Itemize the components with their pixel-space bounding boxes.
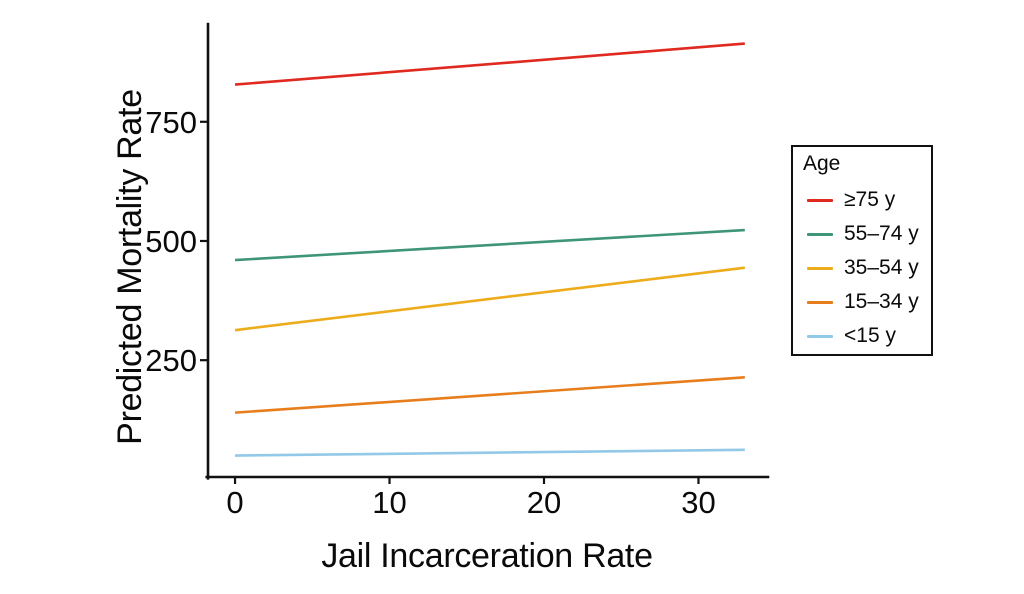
y-tick-label: 250 — [145, 343, 197, 378]
legend-item: <15 y — [793, 319, 931, 353]
y-tick-label: 750 — [145, 105, 197, 140]
legend-item: 55–74 y — [793, 217, 931, 251]
x-tick-label: 20 — [527, 485, 561, 520]
series-line--15-y — [235, 448, 745, 457]
x-tick-label: 30 — [681, 485, 715, 520]
x-tick-label: 0 — [226, 485, 243, 520]
legend-label: 35–54 y — [844, 256, 919, 279]
legend-item: 15–34 y — [793, 285, 931, 319]
legend-label: 55–74 y — [844, 222, 919, 245]
legend-line-swatch-icon — [807, 300, 833, 304]
legend-line-swatch-icon — [807, 198, 833, 202]
legend-rows: ≥75 y 55–74 y 35–54 y 15–34 y <15 y — [793, 183, 931, 353]
series-line-55-74-y — [234, 228, 745, 262]
legend-line-swatch-icon — [807, 266, 833, 270]
legend-label: 15–34 y — [844, 290, 919, 313]
legend-item: ≥75 y — [793, 183, 931, 217]
legend-line-swatch-icon — [807, 232, 833, 236]
series-line--75-y — [234, 42, 745, 86]
x-tick-label: 10 — [372, 485, 406, 520]
legend-title: Age — [803, 152, 841, 175]
legend-item: 35–54 y — [793, 251, 931, 285]
legend-label: <15 y — [844, 324, 896, 347]
series-line-15-34-y — [234, 376, 745, 414]
legend-label: ≥75 y — [844, 188, 896, 211]
legend-line-swatch-icon — [807, 334, 833, 338]
x-axis-title: Jail Incarceration Rate — [321, 537, 653, 575]
series-line-35-54-y — [234, 266, 745, 332]
y-tick-label: 500 — [145, 224, 197, 259]
y-axis-title: Predicted Mortality Rate — [111, 89, 149, 445]
legend-box: Age ≥75 y 55–74 y 35–54 y 15–34 y <15 y — [791, 145, 933, 356]
